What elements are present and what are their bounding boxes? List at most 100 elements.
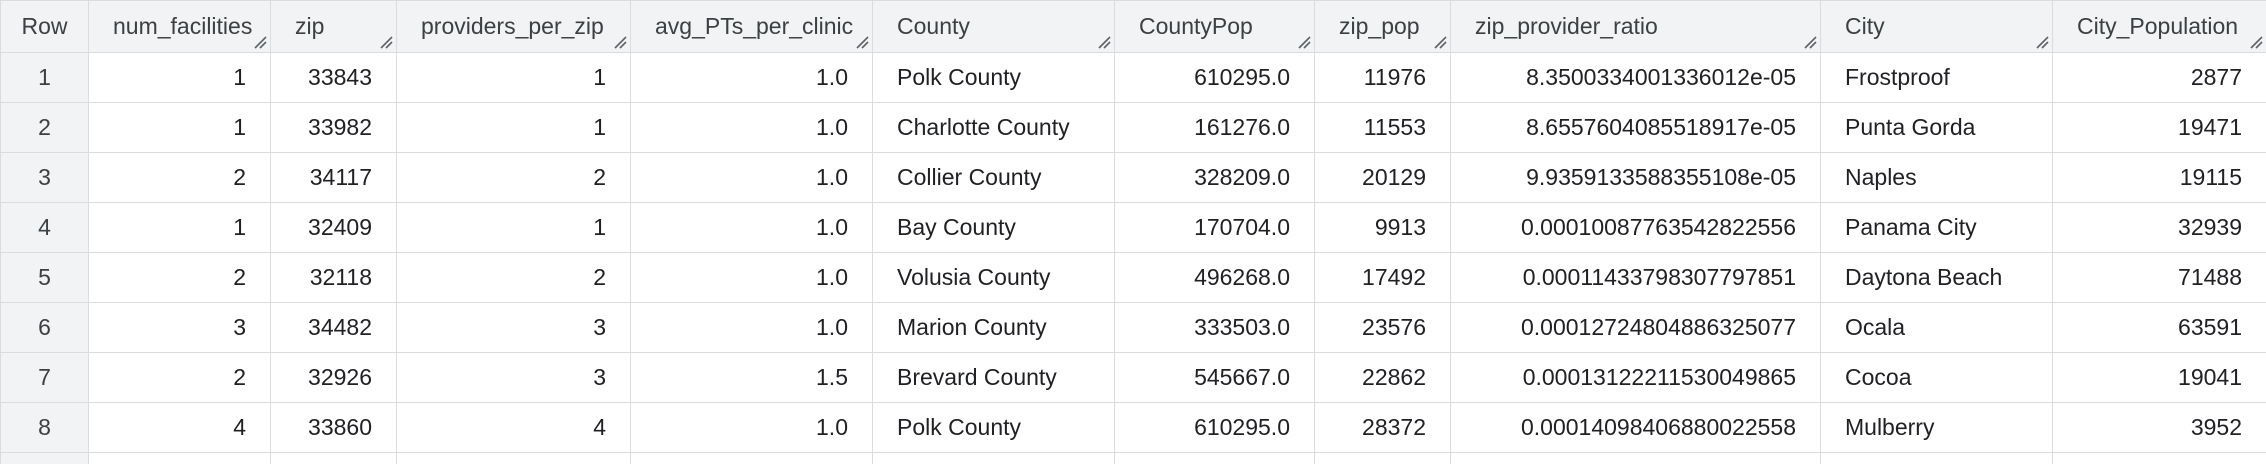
column-header-zip-provider-ratio[interactable]: zip_provider_ratio bbox=[1450, 0, 1821, 53]
cell-num-facilities: 2 bbox=[88, 252, 271, 303]
cell-countypop: 333503.0 bbox=[1114, 302, 1315, 353]
cell-zip: 33860 bbox=[270, 402, 397, 453]
row-number: 3 bbox=[0, 152, 89, 203]
column-header-zip[interactable]: zip bbox=[270, 0, 397, 53]
cell-zip: 34117 bbox=[270, 152, 397, 203]
cell-countypop: 610295.0 bbox=[1114, 52, 1315, 103]
column-resize-handle-icon[interactable] bbox=[2249, 35, 2263, 49]
column-header-zip-pop[interactable]: zip_pop bbox=[1314, 0, 1451, 53]
cell-city-population: 71488 bbox=[2052, 252, 2266, 303]
column-header-providers-per-zip[interactable]: providers_per_zip bbox=[396, 0, 631, 53]
column-header-label: avg_PTs_per_clinic bbox=[655, 13, 854, 39]
cell-city: Daytona Beach bbox=[1820, 252, 2053, 303]
row-number-empty bbox=[0, 452, 89, 464]
cell-city: Ocala bbox=[1820, 302, 2053, 353]
cell-county: Marion County bbox=[872, 302, 1115, 353]
cell-zip-pop: 22862 bbox=[1314, 352, 1451, 403]
column-header-city[interactable]: City bbox=[1820, 0, 2053, 53]
column-resize-handle-icon[interactable] bbox=[1097, 35, 1111, 49]
column-header-num-facilities[interactable]: num_facilities bbox=[88, 0, 271, 53]
cell-num-facilities: 1 bbox=[88, 52, 271, 103]
cell-zip-pop: 11976 bbox=[1314, 52, 1451, 103]
cell-avg-pts-per-clinic: 1.0 bbox=[630, 202, 873, 253]
row-number: 5 bbox=[0, 252, 89, 303]
cell-zip: 32118 bbox=[270, 252, 397, 303]
table-row: 4 1 32409 1 1.0 Bay County 170704.0 9913… bbox=[0, 202, 2266, 253]
cell-countypop: 545667.0 bbox=[1114, 352, 1315, 403]
cell-city-population: 19041 bbox=[2052, 352, 2266, 403]
cell-empty bbox=[630, 452, 873, 464]
cell-avg-pts-per-clinic: 1.0 bbox=[630, 52, 873, 103]
column-resize-handle-icon[interactable] bbox=[1803, 35, 1817, 49]
column-header-label: zip_provider_ratio bbox=[1475, 13, 1658, 39]
column-resize-handle-icon[interactable] bbox=[1433, 35, 1447, 49]
table-row: 7 2 32926 3 1.5 Brevard County 545667.0 … bbox=[0, 352, 2266, 403]
cell-county: Bay County bbox=[872, 202, 1115, 253]
cell-empty bbox=[1450, 452, 1821, 464]
table-row: 5 2 32118 2 1.0 Volusia County 496268.0 … bbox=[0, 252, 2266, 303]
cell-empty bbox=[1314, 452, 1451, 464]
cell-num-facilities: 2 bbox=[88, 352, 271, 403]
cell-city: Naples bbox=[1820, 152, 2053, 203]
cell-zip: 32409 bbox=[270, 202, 397, 253]
cell-zip-provider-ratio: 8.6557604085518917e-05 bbox=[1450, 102, 1821, 153]
cell-empty bbox=[396, 452, 631, 464]
column-header-countypop[interactable]: CountyPop bbox=[1114, 0, 1315, 53]
column-header-label: Row bbox=[21, 13, 68, 39]
column-resize-handle-icon[interactable] bbox=[613, 35, 627, 49]
cell-county: Volusia County bbox=[872, 252, 1115, 303]
cell-county: Polk County bbox=[872, 402, 1115, 453]
cell-zip-provider-ratio: 0.00013122211530049865 bbox=[1450, 352, 1821, 403]
cell-zip-pop: 20129 bbox=[1314, 152, 1451, 203]
cell-county: Polk County bbox=[872, 52, 1115, 103]
column-resize-handle-icon[interactable] bbox=[253, 35, 267, 49]
cell-providers-per-zip: 1 bbox=[396, 102, 631, 153]
cell-num-facilities: 1 bbox=[88, 202, 271, 253]
cell-providers-per-zip: 4 bbox=[396, 402, 631, 453]
cell-zip: 32926 bbox=[270, 352, 397, 403]
cell-providers-per-zip: 1 bbox=[396, 202, 631, 253]
cell-countypop: 610295.0 bbox=[1114, 402, 1315, 453]
cell-city-population: 63591 bbox=[2052, 302, 2266, 353]
cell-zip: 33843 bbox=[270, 52, 397, 103]
cell-num-facilities: 1 bbox=[88, 102, 271, 153]
column-header-label: CountyPop bbox=[1139, 13, 1253, 39]
column-header-row[interactable]: Row bbox=[0, 0, 89, 53]
table-row: 6 3 34482 3 1.0 Marion County 333503.0 2… bbox=[0, 302, 2266, 353]
column-header-label: zip_pop bbox=[1339, 13, 1420, 39]
cell-providers-per-zip: 3 bbox=[396, 302, 631, 353]
cell-empty bbox=[1820, 452, 2053, 464]
row-number: 8 bbox=[0, 402, 89, 453]
cell-zip-pop: 28372 bbox=[1314, 402, 1451, 453]
cell-num-facilities: 2 bbox=[88, 152, 271, 203]
cell-avg-pts-per-clinic: 1.0 bbox=[630, 402, 873, 453]
row-number: 4 bbox=[0, 202, 89, 253]
cell-avg-pts-per-clinic: 1.0 bbox=[630, 302, 873, 353]
cell-city: Panama City bbox=[1820, 202, 2053, 253]
cell-providers-per-zip: 1 bbox=[396, 52, 631, 103]
cell-zip: 34482 bbox=[270, 302, 397, 353]
column-resize-handle-icon[interactable] bbox=[855, 35, 869, 49]
cell-zip-provider-ratio: 0.00010087763542822556 bbox=[1450, 202, 1821, 253]
cell-zip-pop: 17492 bbox=[1314, 252, 1451, 303]
cell-empty bbox=[872, 452, 1115, 464]
table-row: 8 4 33860 4 1.0 Polk County 610295.0 283… bbox=[0, 402, 2266, 453]
column-header-county[interactable]: County bbox=[872, 0, 1115, 53]
cell-city-population: 2877 bbox=[2052, 52, 2266, 103]
table-row: 3 2 34117 2 1.0 Collier County 328209.0 … bbox=[0, 152, 2266, 203]
column-resize-handle-icon[interactable] bbox=[1297, 35, 1311, 49]
cell-county: Charlotte County bbox=[872, 102, 1115, 153]
cell-empty bbox=[88, 452, 271, 464]
cell-zip: 33982 bbox=[270, 102, 397, 153]
column-resize-handle-icon[interactable] bbox=[2035, 35, 2049, 49]
cell-county: Collier County bbox=[872, 152, 1115, 203]
cell-empty bbox=[1114, 452, 1315, 464]
column-resize-handle-icon[interactable] bbox=[379, 35, 393, 49]
column-header-city-population[interactable]: City_Population bbox=[2052, 0, 2266, 53]
cell-num-facilities: 3 bbox=[88, 302, 271, 353]
column-header-avg-pts-per-clinic[interactable]: avg_PTs_per_clinic bbox=[630, 0, 873, 53]
cell-providers-per-zip: 2 bbox=[396, 252, 631, 303]
column-header-label: providers_per_zip bbox=[421, 13, 604, 39]
header-row: Row num_facilities zip providers_per_zip… bbox=[0, 0, 2266, 53]
cell-num-facilities: 4 bbox=[88, 402, 271, 453]
